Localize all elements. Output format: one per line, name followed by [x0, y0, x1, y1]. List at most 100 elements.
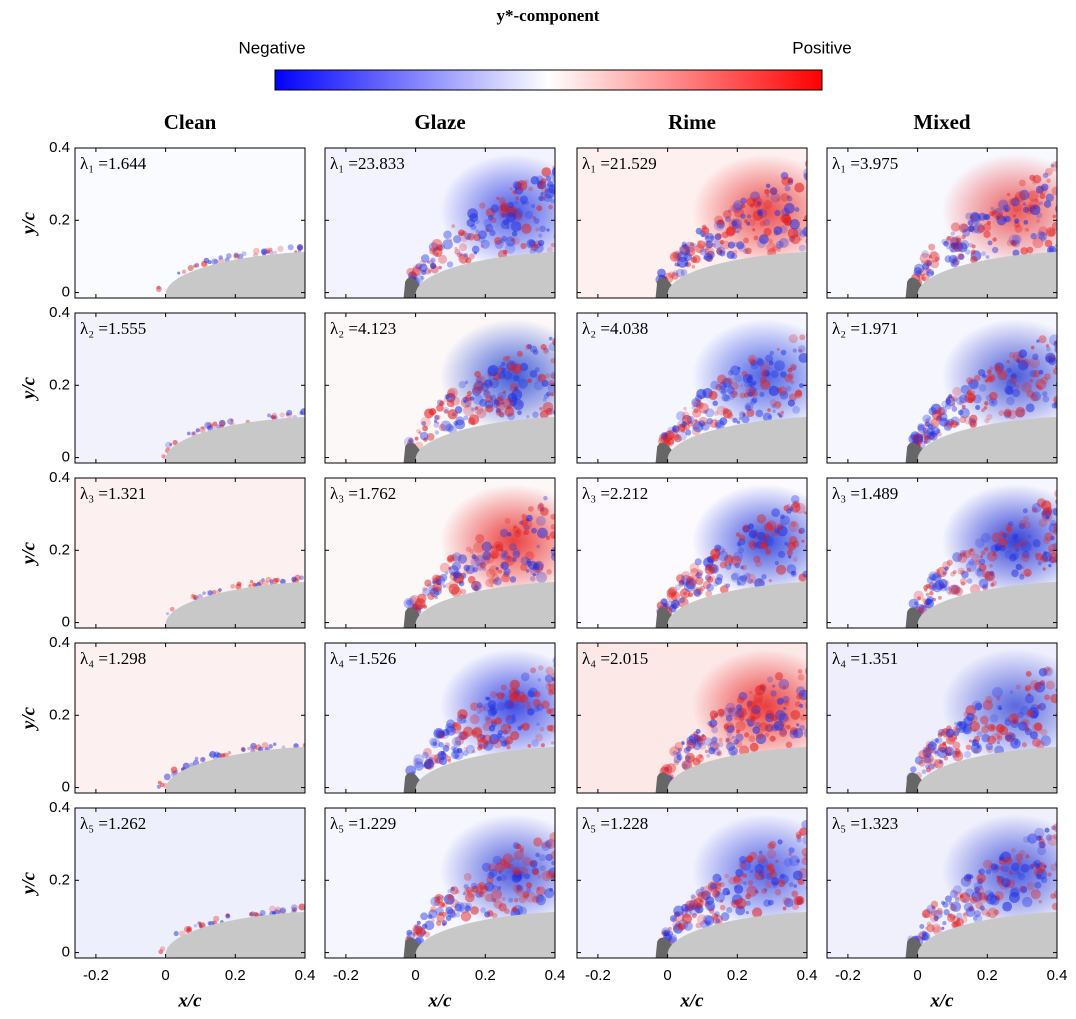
flow-blob [535, 367, 540, 372]
flow-blob [780, 874, 785, 879]
flow-blob [957, 553, 967, 563]
flow-blob [417, 921, 421, 925]
flow-blob [510, 187, 513, 190]
flow-blob [463, 750, 469, 756]
flow-blob [931, 901, 938, 908]
flow-blob [1059, 738, 1064, 743]
flow-blob [801, 540, 804, 543]
flow-blob [681, 904, 689, 912]
flow-blob [722, 549, 725, 552]
flow-blob [942, 902, 948, 908]
flow-blob [513, 705, 516, 708]
flow-blob [702, 227, 710, 235]
flow-blob [1024, 220, 1029, 225]
flow-blob [501, 574, 510, 583]
flow-blob [1005, 208, 1008, 211]
flow-blob [505, 556, 515, 566]
flow-blob [460, 235, 467, 242]
flow-blob [997, 705, 1002, 710]
flow-blob [946, 236, 951, 241]
flow-blob [557, 364, 561, 368]
flow-blob [691, 257, 697, 263]
flow-blob [727, 891, 731, 895]
flow-blob [558, 734, 565, 741]
flow-blob [774, 210, 780, 216]
flow-blob [504, 700, 513, 709]
flow-blob [511, 238, 514, 241]
flow-blob [558, 891, 563, 896]
flow-blob [544, 888, 554, 898]
flow-blob [975, 538, 985, 548]
flow-blob [682, 914, 692, 924]
flow-blob [708, 742, 718, 752]
flow-blob [804, 728, 815, 739]
flow-blob [794, 183, 804, 193]
flow-blob [438, 266, 441, 269]
flow-blob [947, 560, 953, 566]
flow-blob [696, 729, 701, 734]
flow-blob [805, 238, 811, 244]
flow-blob [805, 701, 811, 707]
x-tick-label: 0.4 [1047, 967, 1068, 984]
flow-blob [758, 580, 762, 584]
flow-blob [260, 910, 266, 916]
flow-blob [452, 413, 456, 417]
y-tick-label: 0.2 [49, 541, 70, 558]
flow-blob [951, 262, 955, 266]
flow-blob [1046, 680, 1055, 689]
flow-blob [738, 904, 744, 910]
flow-blob [945, 421, 953, 429]
flow-blob [1025, 694, 1034, 703]
flow-blob [956, 396, 965, 405]
flow-blob [987, 369, 992, 374]
flow-blob [688, 592, 693, 597]
flow-blob [995, 364, 1001, 370]
flow-blob [1058, 868, 1066, 876]
flow-blob [997, 741, 1000, 744]
flow-blob [526, 561, 532, 567]
flow-blob [712, 400, 718, 406]
flow-blob [1021, 553, 1030, 562]
flow-blob [522, 723, 530, 731]
flow-blob [541, 700, 550, 709]
flow-blob [774, 528, 779, 533]
flow-blob [997, 736, 1002, 741]
flow-blob [729, 563, 732, 566]
flow-blob [539, 407, 542, 410]
flow-blob [460, 731, 469, 740]
flow-blob [552, 873, 558, 879]
flow-blob [472, 750, 475, 753]
flow-blob [1031, 346, 1034, 349]
flow-blob [489, 378, 499, 388]
y-tick-label: 0.4 [49, 634, 70, 651]
flow-blob [496, 197, 499, 200]
flow-blob [555, 698, 565, 708]
flow-blob [532, 411, 539, 418]
flow-blob [757, 239, 766, 248]
flow-blob [981, 251, 986, 256]
flow-blob [551, 373, 557, 379]
x-tick-label: 0.4 [545, 967, 566, 984]
flow-blob [986, 912, 991, 917]
flow-blob [696, 228, 703, 235]
flow-blob [432, 575, 441, 584]
flow-blob [772, 685, 775, 688]
flow-blob [188, 265, 194, 271]
flow-blob [913, 271, 916, 274]
flow-blob [533, 837, 542, 846]
flow-blob [493, 856, 502, 865]
flow-blob [447, 901, 450, 904]
flow-blob [230, 419, 233, 422]
flow-blob [213, 916, 219, 922]
flow-blob [734, 885, 743, 894]
flow-blob [538, 234, 542, 238]
flow-blob [747, 214, 751, 218]
flow-blob [533, 349, 539, 355]
flow-blob [774, 226, 783, 235]
flow-blob [775, 889, 782, 896]
flow-blob [527, 378, 532, 383]
flow-blob [938, 596, 942, 600]
panel-label: λ₄ =1.351 [832, 649, 898, 668]
flow-blob [427, 583, 433, 589]
flow-blob [806, 704, 812, 710]
